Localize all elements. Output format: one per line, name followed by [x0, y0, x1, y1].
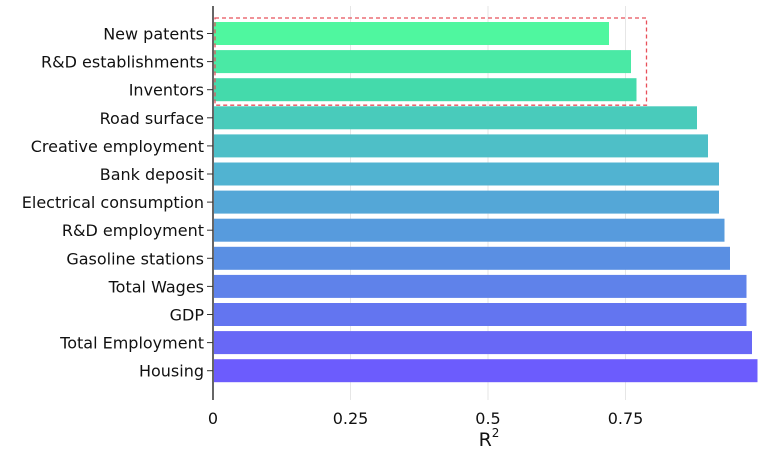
- bar: [214, 274, 747, 298]
- category-label: Creative employment: [31, 137, 204, 156]
- x-tick-labels: 0 0.25 0.5 0.75: [208, 409, 643, 428]
- bar: [214, 359, 758, 383]
- category-label: Total Wages: [108, 277, 204, 296]
- bar: [214, 78, 637, 102]
- bar: [214, 162, 719, 186]
- category-label: Housing: [139, 362, 204, 381]
- x-tick-label: 0.75: [608, 409, 644, 428]
- category-label: Road surface: [100, 109, 204, 128]
- bar: [214, 190, 719, 214]
- x-tick-label: 0: [208, 409, 218, 428]
- category-label: R&D establishments: [41, 53, 204, 72]
- bar: [214, 134, 708, 158]
- category-label: GDP: [170, 306, 205, 325]
- bars: [214, 22, 758, 383]
- category-label: Inventors: [129, 81, 204, 100]
- category-label: Electrical consumption: [22, 193, 204, 212]
- bar: [214, 331, 752, 355]
- bar: [214, 303, 747, 326]
- category-label: Bank deposit: [100, 165, 204, 184]
- bar: [214, 22, 609, 45]
- x-axis-label: R2: [479, 426, 500, 451]
- category-label: R&D employment: [62, 221, 204, 240]
- x-axis-label-superscript: 2: [492, 426, 500, 440]
- bar: [214, 50, 631, 74]
- category-label: Total Employment: [59, 334, 204, 353]
- x-axis-label-main: R: [479, 429, 492, 451]
- category-labels: New patents R&D establishments Inventors Ro…: [22, 25, 213, 381]
- bar: [214, 106, 697, 130]
- x-tick-label: 0.5: [475, 409, 500, 428]
- bar: [214, 218, 725, 242]
- bar: [214, 246, 730, 270]
- x-tick-label: 0.25: [333, 409, 369, 428]
- category-label: New patents: [103, 25, 204, 44]
- category-label: Gasoline stations: [66, 249, 204, 268]
